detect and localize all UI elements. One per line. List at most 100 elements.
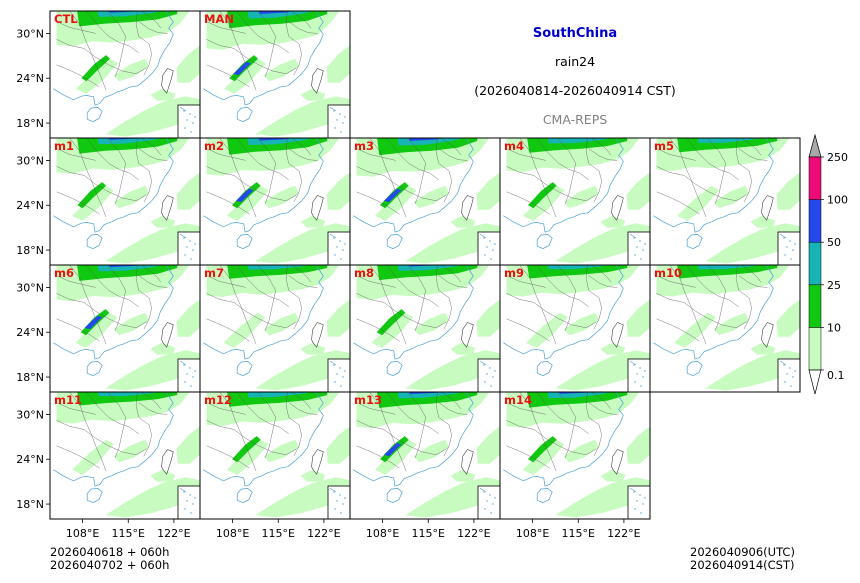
province-boundary [536,138,589,180]
inset-island [642,376,644,378]
south-china-sea-inset [327,104,351,139]
rain-area-light [263,58,300,82]
rain-area-light [72,439,114,475]
province-boundary [656,166,747,202]
province-boundary [141,265,162,283]
coastline [53,11,174,106]
inset-island [492,249,494,251]
valid-time-line-1: 2026040906(UTC) [690,545,795,559]
inset-island [192,503,194,505]
inset-island [634,381,636,383]
panel-map [53,11,200,137]
rain-area-light [450,342,476,355]
panel-frame [649,264,801,393]
hainan-island [236,488,253,503]
rain-area-light [776,299,800,337]
rain-area-heavy [397,265,463,271]
rain-area-light [176,299,200,337]
rain-area-light [300,469,326,482]
inset-island [633,491,635,493]
rain-area-light [674,312,716,348]
inset-island [336,373,338,375]
province-boundary [656,318,700,342]
inset-island [189,367,191,369]
province-boundary [707,265,726,331]
province-boundary [288,275,318,288]
inset-island [784,381,786,383]
y-tick-label: 24°N [16,326,44,339]
province-boundary [56,275,96,288]
province-boundary [369,392,407,472]
south-china-sea-inset [627,358,651,393]
province-boundary [407,392,426,458]
inset-island [486,500,488,502]
inset-island [339,494,341,496]
south-china-sea-inset [327,485,351,520]
province-boundary [369,138,407,218]
rain-area-light [526,312,568,348]
coastline [353,138,474,233]
hainan-island [236,107,253,122]
panel-map [203,392,350,518]
rain-area-light [522,439,565,475]
rain-area-light [75,312,118,348]
inset-coast [779,233,787,239]
province-boundary [236,392,289,434]
taiwan-island [761,322,774,348]
inset-island [634,508,636,510]
rain-area-light [713,185,750,209]
inset-island [789,240,791,242]
rain-area-very-heavy [258,11,294,14]
province-boundary [738,275,768,288]
province-boundary [107,138,126,204]
rain-area-very-heavy [383,442,402,457]
rain-area-light [263,185,300,209]
inset-island [640,258,642,260]
colorbar-segment [808,241,822,286]
province-boundary [741,265,762,283]
province-boundary [656,293,747,329]
colorbar-label: 0.1 [827,369,845,382]
province-boundary [356,445,400,469]
coastline [203,138,324,233]
panel-m9: m9 [499,264,651,393]
init-time-line-1: 2026040618 + 060h [50,545,170,559]
panel-m8: m8 [349,264,501,393]
inset-island [489,494,491,496]
province-boundary [107,392,126,458]
panel-label: m12 [204,393,232,407]
south-china-sea-inset [627,485,651,520]
panel-frame [499,391,651,520]
province-boundary [686,265,739,307]
rain-area-light [713,312,750,336]
province-boundary [135,392,152,457]
province-boundary [438,275,468,288]
hainan-island [686,361,703,376]
inset-island [642,503,644,505]
x-tick-label: 115°E [112,527,145,540]
province-boundary [356,148,396,161]
inset-island [190,385,192,387]
inset-island [794,370,796,372]
panel-label: m11 [54,393,82,407]
inset-coast [629,487,637,493]
colorbar-label: 25 [827,279,841,292]
rain-area-very-heavy [235,188,254,203]
inset-island [340,512,342,514]
rain-area-heavy [247,392,313,398]
inset-island [784,254,786,256]
inset-island [634,254,636,256]
rain-area-light [677,185,720,221]
inset-frame [177,485,201,520]
south-china-sea-inset [477,231,501,266]
province-boundary [591,265,612,283]
panel-map [53,392,200,518]
south-china-sea-inset [177,358,201,393]
province-boundary [707,138,726,204]
inset-island [190,131,192,133]
hainan-island [86,234,103,249]
rain-area-light [72,185,114,221]
province-boundary [257,265,276,331]
taiwan-island [611,449,624,475]
y-tick-label: 30°N [16,408,44,421]
